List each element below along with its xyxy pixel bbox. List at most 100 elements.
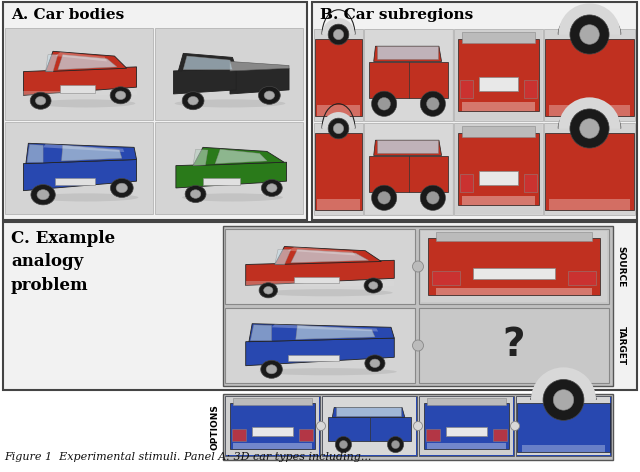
Polygon shape: [45, 55, 58, 72]
Circle shape: [378, 98, 390, 110]
Bar: [155, 28, 303, 120]
Bar: [226, 397, 319, 455]
Circle shape: [543, 379, 584, 421]
Bar: [524, 80, 537, 98]
Polygon shape: [43, 144, 124, 152]
Bar: [223, 394, 613, 460]
Polygon shape: [332, 407, 405, 417]
Ellipse shape: [35, 96, 46, 105]
Wedge shape: [558, 97, 621, 128]
Polygon shape: [246, 260, 394, 286]
Bar: [3, 2, 307, 220]
Bar: [545, 124, 634, 214]
Bar: [568, 271, 596, 285]
Bar: [315, 133, 362, 210]
Bar: [455, 30, 542, 120]
Bar: [517, 403, 610, 452]
Polygon shape: [249, 324, 394, 342]
Polygon shape: [193, 147, 284, 166]
Bar: [421, 231, 607, 302]
Ellipse shape: [190, 190, 201, 198]
Bar: [428, 398, 506, 405]
Ellipse shape: [185, 185, 206, 202]
Circle shape: [420, 91, 445, 117]
Bar: [252, 427, 293, 437]
Bar: [516, 396, 611, 456]
Polygon shape: [56, 52, 107, 61]
Bar: [428, 238, 600, 295]
Bar: [424, 403, 509, 449]
Bar: [317, 105, 360, 116]
Circle shape: [553, 390, 573, 410]
Bar: [336, 407, 401, 415]
Text: TARGET: TARGET: [616, 326, 625, 365]
Bar: [419, 308, 609, 383]
Polygon shape: [45, 51, 127, 72]
Bar: [479, 77, 518, 91]
Circle shape: [580, 25, 599, 44]
Ellipse shape: [37, 100, 135, 108]
Bar: [454, 29, 543, 121]
Polygon shape: [24, 67, 136, 95]
Polygon shape: [288, 247, 356, 255]
Bar: [312, 2, 637, 220]
Bar: [5, 28, 153, 120]
Bar: [294, 277, 339, 283]
Bar: [203, 178, 240, 185]
Bar: [377, 140, 438, 153]
Bar: [473, 268, 555, 279]
Polygon shape: [275, 246, 381, 264]
Bar: [234, 398, 312, 405]
Bar: [315, 30, 362, 120]
Bar: [432, 271, 460, 285]
Wedge shape: [322, 18, 355, 34]
Ellipse shape: [115, 91, 126, 100]
Polygon shape: [24, 160, 136, 191]
Text: A. Car bodies: A. Car bodies: [11, 8, 124, 22]
Bar: [314, 123, 363, 215]
Circle shape: [387, 437, 404, 453]
Bar: [545, 30, 634, 120]
Ellipse shape: [365, 355, 385, 372]
Ellipse shape: [34, 194, 138, 202]
Text: ?: ?: [503, 327, 525, 364]
Polygon shape: [374, 140, 442, 155]
Ellipse shape: [37, 190, 49, 200]
Bar: [462, 196, 535, 205]
Circle shape: [413, 421, 422, 430]
Polygon shape: [61, 145, 122, 161]
Bar: [60, 85, 95, 93]
Ellipse shape: [264, 289, 393, 296]
Bar: [3, 222, 637, 390]
Bar: [446, 427, 487, 437]
Bar: [436, 288, 592, 295]
Ellipse shape: [111, 178, 133, 197]
Bar: [317, 199, 360, 210]
Polygon shape: [176, 162, 287, 188]
Polygon shape: [173, 68, 236, 94]
Ellipse shape: [364, 278, 383, 293]
Bar: [462, 32, 535, 42]
Ellipse shape: [116, 183, 127, 193]
Bar: [377, 46, 438, 59]
Polygon shape: [246, 338, 394, 366]
Ellipse shape: [182, 194, 283, 202]
Bar: [545, 39, 634, 116]
Circle shape: [335, 437, 351, 453]
Ellipse shape: [264, 287, 273, 294]
Bar: [462, 126, 535, 136]
Polygon shape: [291, 250, 369, 263]
Bar: [314, 29, 363, 121]
Bar: [544, 29, 635, 121]
Bar: [223, 226, 613, 386]
Bar: [322, 396, 417, 456]
Bar: [364, 123, 453, 215]
Bar: [323, 397, 416, 455]
Bar: [550, 105, 630, 116]
Polygon shape: [183, 56, 232, 69]
Bar: [365, 124, 452, 214]
Ellipse shape: [30, 92, 51, 109]
Text: OPTIONS: OPTIONS: [210, 404, 219, 450]
Bar: [419, 229, 609, 304]
Ellipse shape: [369, 282, 378, 289]
